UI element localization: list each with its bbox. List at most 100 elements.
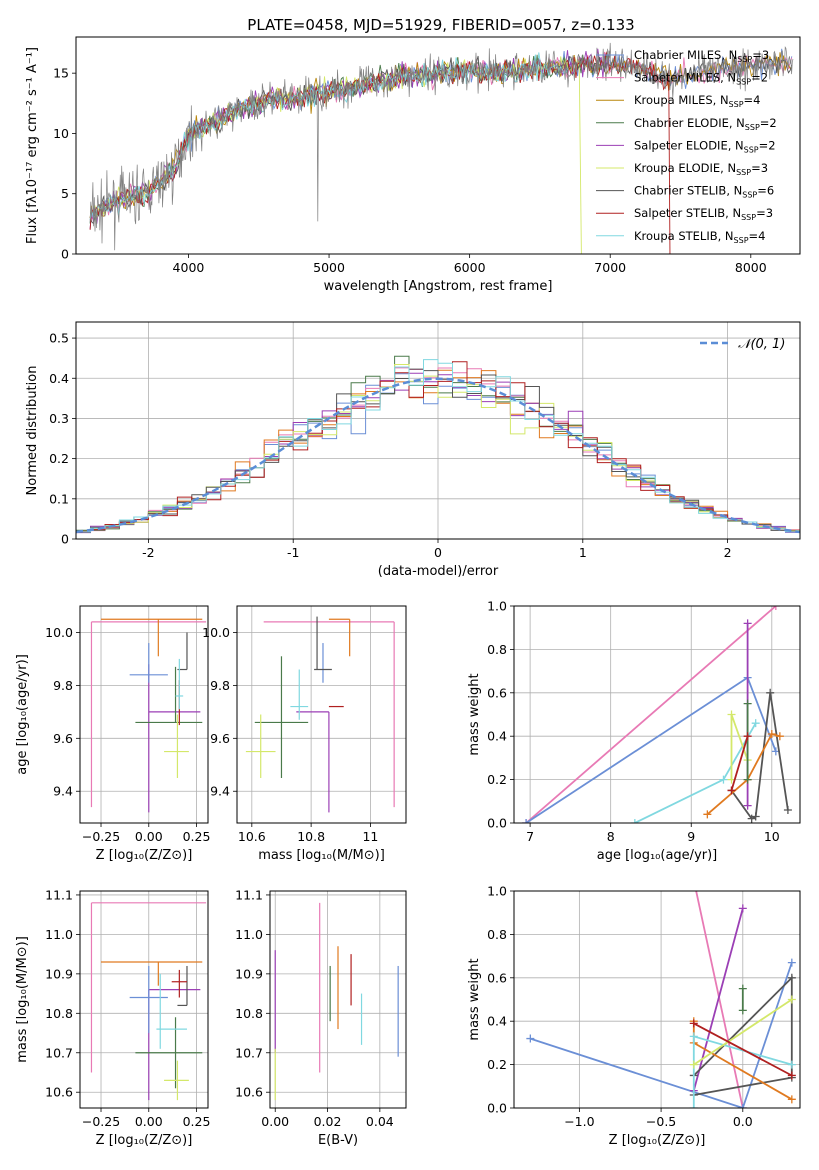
y-tick-label: 0.2 (487, 1057, 507, 1072)
weight-marker-6-1 (787, 995, 796, 1004)
y-axis-label: mass weight (467, 673, 482, 755)
y-tick-label: 9.4 (210, 784, 230, 799)
x-tick-label: 10.8 (297, 829, 325, 844)
weight-marker-8-0 (689, 1019, 698, 1028)
x-tick-label: 9 (687, 829, 695, 844)
x-tick-label: -2 (142, 545, 154, 560)
legend-sub: SSP (745, 123, 760, 132)
x-tick-label: 8 (607, 829, 615, 844)
histogram-6 (76, 368, 800, 533)
legend-suffix: =2 (751, 71, 768, 85)
axes-frame (269, 890, 407, 1109)
x-tick-label: 1 (579, 545, 587, 560)
x-tick-label: −0.5 (646, 1114, 676, 1129)
weight-marker-5-0 (689, 1104, 698, 1108)
x-tick-label: −1.0 (564, 1114, 594, 1129)
weight-marker-7-0 (738, 1006, 747, 1015)
weight-marker-6-0 (689, 1060, 698, 1069)
axes-frame (75, 36, 801, 255)
plot-area (80, 606, 208, 823)
weight-marker-1-0 (522, 819, 531, 823)
axes-frame (513, 605, 801, 824)
x-tick-label: 7 (526, 829, 534, 844)
x-tick-label: 0.00 (135, 1114, 163, 1129)
x-axis-label: wavelength [Angstrom, rest frame] (324, 279, 553, 294)
histogram-5 (76, 364, 800, 533)
weight-marker-4-0 (703, 810, 712, 819)
y-tick-label: 0.0 (487, 816, 507, 831)
weight-line-0 (695, 891, 744, 1108)
x-tick-label: 6000 (454, 260, 486, 275)
legend-suffix: =4 (744, 93, 761, 107)
plot-area (514, 606, 800, 823)
x-tick-label: 0.00 (135, 829, 163, 844)
weight-line-8 (693, 1022, 793, 1077)
y-tick-label: 0.2 (49, 451, 69, 466)
legend-sub: SSP (736, 78, 751, 87)
x-tick-label: 10.6 (238, 829, 266, 844)
weight-line-4 (706, 732, 781, 815)
weight-marker-5-2 (787, 1060, 796, 1069)
y-tick-label: 10.6 (235, 1085, 263, 1100)
y-tick-label: 15 (53, 66, 69, 81)
plot-area (76, 322, 800, 539)
x-tick-label: −0.25 (82, 829, 120, 844)
legend-sub: SSP (729, 100, 744, 109)
y-tick-label: 10.9 (45, 966, 73, 981)
y-tick-label: 0.2 (487, 772, 507, 787)
plot-area (270, 891, 406, 1108)
y-tick-label: 0.8 (487, 642, 507, 657)
weight-marker-1-0 (526, 1034, 535, 1043)
model-line-4 (89, 48, 611, 229)
legend-label-6: Chabrier STELIB, NSSP=6 (634, 184, 774, 200)
y-tick-label: 9.6 (53, 731, 73, 746)
weight-marker-3-2 (751, 812, 760, 821)
y-tick-label: 9.8 (53, 678, 73, 693)
weight-line-2 (692, 908, 744, 1091)
panel-spectrum: 4000 5000 6000 7000 8000 0 5 10 15 wavelength [An… (25, 36, 801, 294)
y-tick-label: 5 (61, 186, 69, 201)
legend-label-gaussian: 𝒩(0, 1) (738, 337, 785, 352)
plot-area (237, 606, 406, 823)
weight-marker-5-2 (751, 719, 760, 728)
axes-frame (75, 321, 801, 540)
legend-suffix: =3 (751, 161, 768, 175)
y-tick-label: 0 (61, 247, 69, 262)
x-tick-label: 0.02 (314, 1114, 342, 1129)
legend-label-3: Chabrier ELODIE, NSSP=2 (634, 116, 777, 132)
x-axis-label: Z [log₁₀(Z/Z⊙)] (96, 1133, 193, 1148)
weight-marker-8-1 (743, 732, 752, 741)
axes-frame (513, 890, 801, 1109)
legend-suffix: =3 (752, 48, 769, 62)
legend-label-7: Salpeter STELIB, NSSP=3 (634, 206, 773, 222)
plot-area (89, 42, 794, 254)
x-tick-label: 0 (434, 545, 442, 560)
y-tick-label: 1.0 (487, 599, 507, 614)
legend-sub: SSP (742, 191, 757, 200)
weight-line-8 (730, 735, 749, 791)
legend-suffix: =2 (760, 116, 777, 130)
legend-label-1: Salpeter MILES, NSSP=2 (634, 71, 768, 87)
y-tick-label: 10.6 (45, 1085, 73, 1100)
weight-marker-5-0 (630, 819, 639, 823)
weight-marker-4-2 (787, 1095, 796, 1104)
y-tick-label: 0.1 (49, 491, 69, 506)
legend-sub: SSP (741, 213, 756, 222)
y-axis-label: mass weight (467, 958, 482, 1040)
legend-sub: SSP (736, 168, 751, 177)
x-tick-label: 0.25 (183, 1114, 211, 1129)
y-tick-label: 0.5 (49, 331, 69, 346)
y-tick-label: 0.8 (487, 927, 507, 942)
legend-suffix: =2 (759, 138, 776, 152)
y-axis-label: Flux [fλ10⁻¹⁷ erg cm⁻² s⁻¹ A⁻¹] (25, 47, 40, 244)
data-spectrum-line (89, 42, 794, 251)
panel-z-mass: −0.25 0.00 0.25 10.6 10.7 10.8 10.9 11.0 11.1 Z [… (15, 887, 210, 1148)
y-tick-label: 0.6 (487, 970, 507, 985)
y-tick-label: 10.0 (45, 625, 73, 640)
weight-marker-2-1 (738, 904, 747, 913)
y-tick-label: 9.6 (210, 731, 230, 746)
legend-label-0: Chabrier MILES, NSSP=3 (634, 48, 769, 64)
legend-label-5: Kroupa ELODIE, NSSP=3 (634, 161, 768, 177)
axes-frame (79, 890, 209, 1109)
y-tick-label: 1.0 (487, 884, 507, 899)
